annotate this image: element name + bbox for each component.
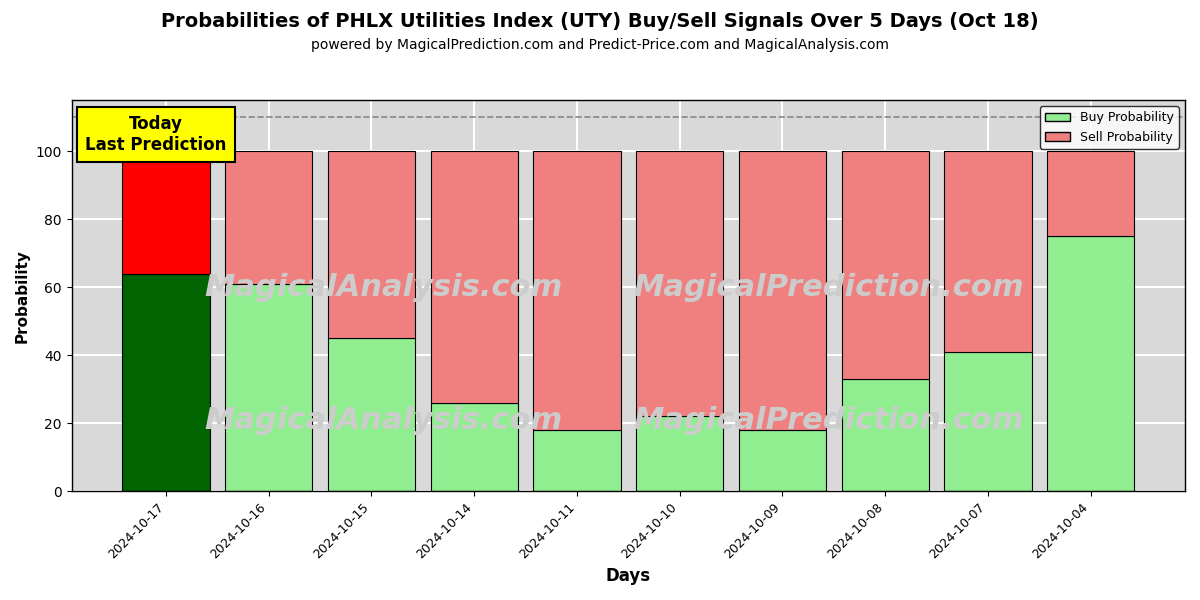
Bar — [226, 284, 312, 491]
Bar — [944, 151, 1032, 352]
Bar — [328, 338, 415, 491]
Text: MagicalPrediction.com: MagicalPrediction.com — [634, 406, 1024, 436]
Bar — [122, 274, 210, 491]
Bar — [328, 151, 415, 338]
Bar — [431, 403, 518, 491]
Text: powered by MagicalPrediction.com and Predict-Price.com and MagicalAnalysis.com: powered by MagicalPrediction.com and Pre… — [311, 38, 889, 52]
Text: MagicalAnalysis.com: MagicalAnalysis.com — [204, 406, 563, 436]
Text: MagicalPrediction.com: MagicalPrediction.com — [634, 274, 1024, 302]
Bar — [944, 352, 1032, 491]
Bar — [533, 430, 620, 491]
Text: Today
Last Prediction: Today Last Prediction — [85, 115, 227, 154]
Y-axis label: Probability: Probability — [16, 248, 30, 343]
Bar — [841, 379, 929, 491]
Text: Probabilities of PHLX Utilities Index (UTY) Buy/Sell Signals Over 5 Days (Oct 18: Probabilities of PHLX Utilities Index (U… — [161, 12, 1039, 31]
Bar — [431, 151, 518, 403]
Bar — [739, 430, 826, 491]
Bar — [841, 151, 929, 379]
Bar — [226, 151, 312, 284]
Bar — [636, 151, 724, 416]
X-axis label: Days: Days — [606, 567, 650, 585]
Bar — [1048, 236, 1134, 491]
Bar — [636, 416, 724, 491]
Legend: Buy Probability, Sell Probability: Buy Probability, Sell Probability — [1040, 106, 1178, 149]
Bar — [739, 151, 826, 430]
Bar — [122, 151, 210, 274]
Bar — [1048, 151, 1134, 236]
Text: MagicalAnalysis.com: MagicalAnalysis.com — [204, 274, 563, 302]
Bar — [533, 151, 620, 430]
